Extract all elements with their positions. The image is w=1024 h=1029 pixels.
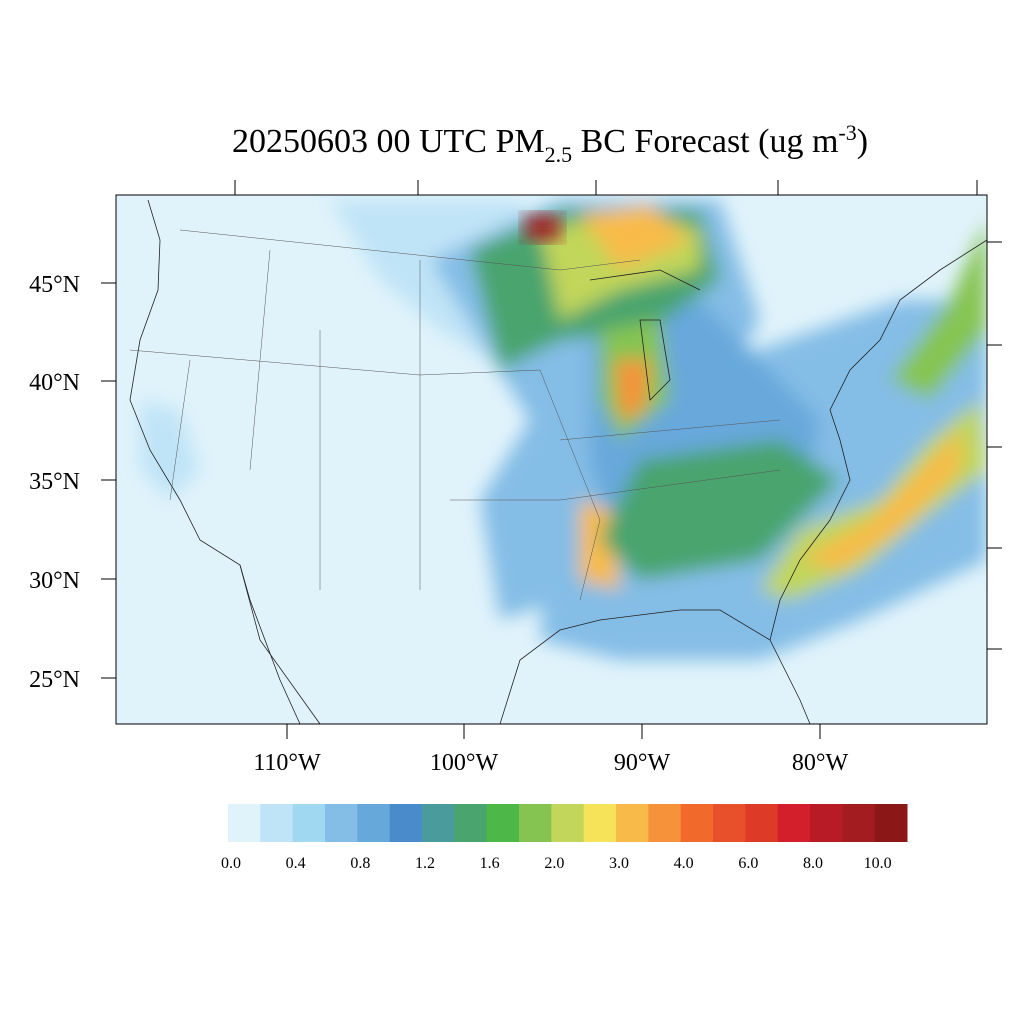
colorbar-box: [228, 804, 261, 842]
colorbar-box: [454, 804, 488, 842]
colorbar-box: [810, 804, 843, 842]
colorbar-box: [745, 804, 779, 842]
colorbar-box: [713, 804, 746, 842]
colorbar-box: [486, 804, 520, 842]
colorbar-box: [389, 804, 423, 842]
lon-label: 100°W: [430, 750, 499, 776]
colorbar-label: 2.0: [544, 855, 564, 872]
lat-label: 25°N: [29, 667, 80, 693]
title: 20250603 00 UTC PM2.5 BC Forecast (ug m-…: [232, 120, 868, 167]
coastlines: [129, 199, 988, 725]
colorbar-box: [292, 804, 326, 842]
colorbar-label: 3.0: [609, 855, 629, 872]
lat-label: 45°N: [29, 272, 80, 298]
colorbar-box: [616, 804, 649, 842]
lon-label: 110°W: [253, 750, 321, 776]
lat-label: 30°N: [29, 568, 80, 594]
colorbar-box: [648, 804, 682, 842]
lat-label: 40°N: [29, 370, 80, 396]
state-borders: [129, 229, 781, 601]
frame-ticks: [101, 180, 1002, 739]
map-frame: [115, 194, 988, 725]
axis-labels: 45°N 40°N 35°N 30°N 25°N 110°W 100°W 90°W 80°W: [29, 272, 848, 776]
colorbar-label: 4.0: [674, 855, 694, 872]
lon-label: 80°W: [792, 750, 849, 776]
colorbar-label: 0.8: [350, 855, 370, 872]
colorbar-box: [519, 804, 552, 842]
colorbar-box: [874, 804, 908, 842]
lat-label: 35°N: [29, 469, 80, 495]
colorbar-box: [422, 804, 455, 842]
colorbar-box: [325, 804, 358, 842]
colorbar-box: [777, 804, 811, 842]
colorbar-box: [842, 804, 876, 842]
colorbar-label: 0.4: [286, 855, 306, 872]
colorbar: 0.0 0.4 0.8 1.2 1.6 2.0 3.0 4.0 6.0 8.0 10.0: [221, 804, 908, 872]
colorbar-label: 0.0: [221, 855, 241, 872]
colorbar-label: 1.2: [415, 855, 435, 872]
colorbar-box: [260, 804, 294, 842]
colorbar-box: [551, 804, 585, 842]
colorbar-label: 1.6: [480, 855, 500, 872]
colorbar-box: [357, 804, 391, 842]
colorbar-box: [583, 804, 617, 842]
colorbar-box: [680, 804, 714, 842]
colorbar-label: 10.0: [864, 855, 892, 872]
colorbar-label: 6.0: [738, 855, 758, 872]
map-field: [116, 195, 987, 724]
colorbar-label: 8.0: [803, 855, 823, 872]
lon-label: 90°W: [614, 750, 671, 776]
